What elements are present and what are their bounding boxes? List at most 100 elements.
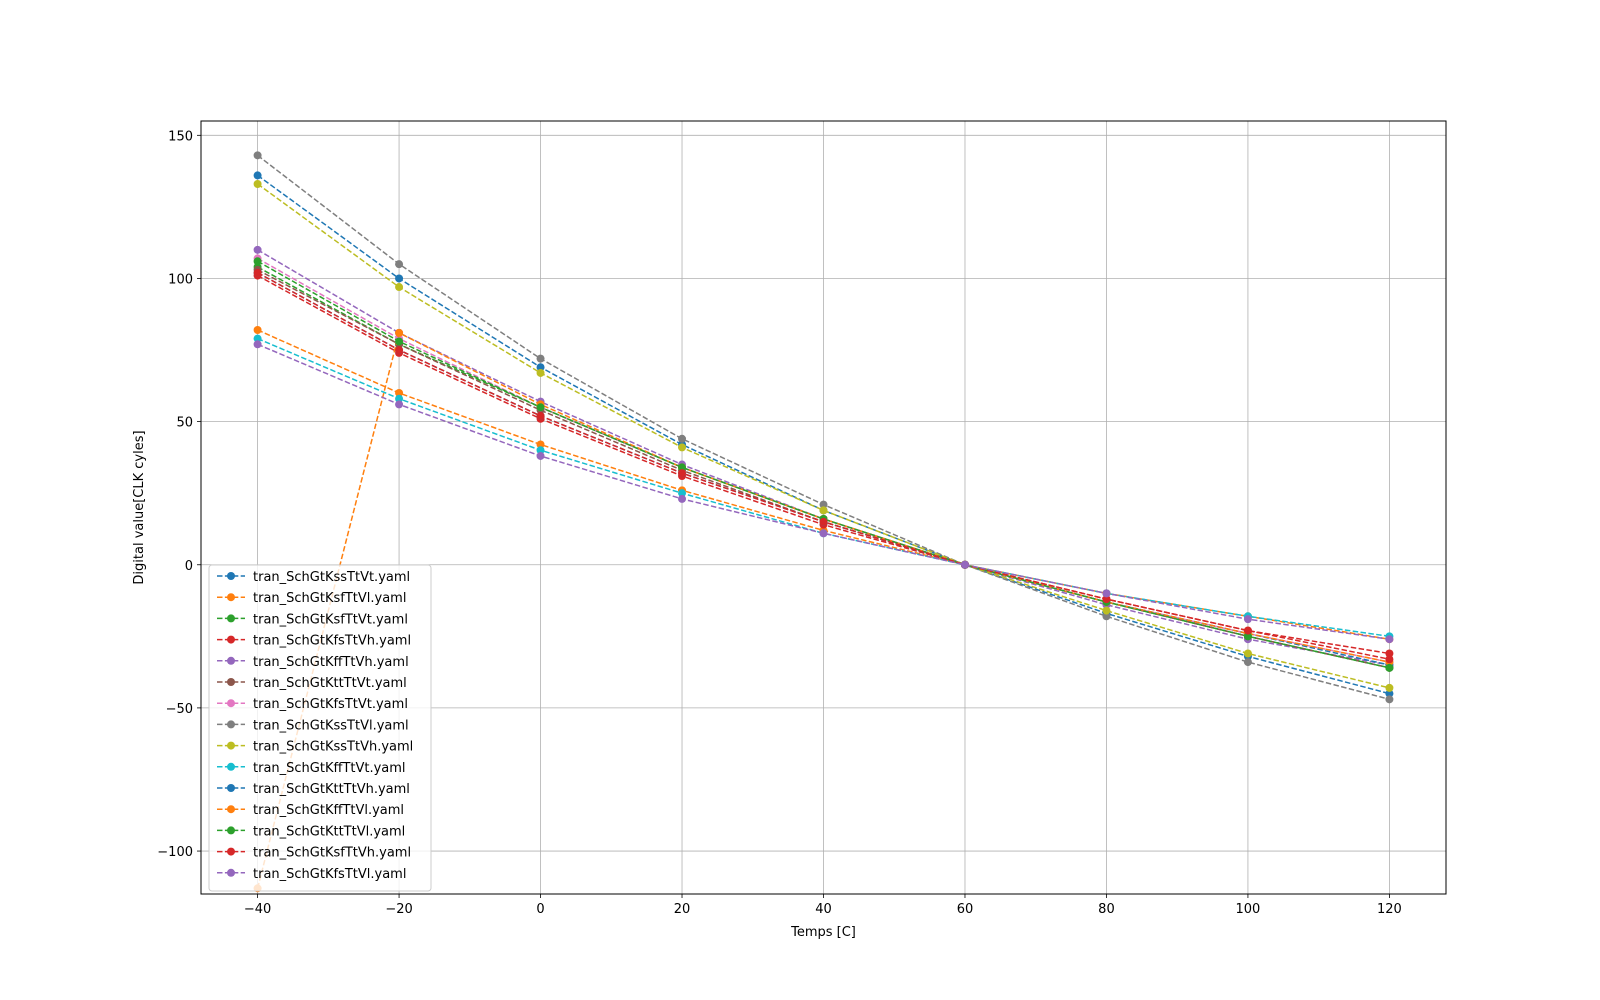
legend-item: tran_SchGtKttTtVt.yaml	[217, 676, 407, 691]
data-point	[395, 337, 404, 346]
data-point	[536, 354, 545, 363]
legend-label: tran_SchGtKssTtVl.yaml	[253, 718, 409, 733]
data-point	[1385, 689, 1394, 698]
legend-swatch-marker	[227, 847, 235, 856]
legend-item: tran_SchGtKttTtVl.yaml	[217, 824, 405, 839]
data-point	[1102, 606, 1111, 615]
data-point	[536, 451, 545, 460]
data-point	[1243, 626, 1252, 635]
legend-swatch-marker	[227, 868, 235, 877]
series-8	[253, 179, 1394, 692]
series-layer	[253, 151, 1394, 893]
legend-item: tran_SchGtKsfTtVh.yaml	[217, 846, 411, 861]
data-point	[536, 403, 545, 412]
y-tick-label: 100	[168, 272, 193, 287]
y-axis-label: Digital value[CLK cyles]	[132, 430, 147, 584]
series-7	[253, 151, 1394, 704]
legend-swatch-marker	[227, 635, 235, 644]
data-point	[678, 443, 687, 452]
data-point	[678, 494, 687, 503]
data-point	[536, 440, 545, 449]
legend-item: tran_SchGtKffTtVl.yaml	[217, 803, 404, 818]
x-tick-label: 0	[536, 902, 544, 917]
legend-label: tran_SchGtKsfTtVt.yaml	[253, 612, 408, 627]
legend-item: tran_SchGtKffTtVt.yaml	[217, 761, 406, 776]
data-point	[678, 489, 687, 498]
data-point	[819, 517, 828, 526]
data-point	[253, 257, 262, 266]
data-point	[1385, 663, 1394, 672]
legend-swatch-marker	[227, 614, 235, 623]
legend-item: tran_SchGtKffTtVh.yaml	[217, 655, 409, 670]
data-point	[253, 334, 262, 343]
data-point	[678, 469, 687, 478]
data-point	[1243, 649, 1252, 658]
x-tick-label: 40	[815, 902, 832, 917]
data-point	[253, 268, 262, 277]
data-point	[819, 500, 828, 509]
legend-swatch-marker	[227, 593, 235, 602]
legend-label: tran_SchGtKffTtVh.yaml	[253, 655, 409, 670]
legend-label: tran_SchGtKsfTtVl.yaml	[253, 591, 406, 606]
x-axis-label: Temps [C]	[790, 925, 856, 940]
data-point	[1385, 649, 1394, 658]
legend-label: tran_SchGtKfsTtVh.yaml	[253, 634, 411, 649]
series-line	[257, 183, 1390, 689]
legend-swatch-marker	[227, 656, 235, 665]
legend-box	[208, 564, 432, 892]
data-point	[395, 260, 404, 269]
legend-label: tran_SchGtKffTtVt.yaml	[253, 761, 406, 776]
legend-item: tran_SchGtKttTtVh.yaml	[217, 782, 410, 797]
legend-swatch-marker	[227, 572, 235, 580]
legend-item: tran_SchGtKssTtVt.yaml	[217, 570, 410, 585]
data-point	[960, 560, 969, 569]
legend-swatch-marker	[227, 784, 235, 792]
data-point	[536, 363, 545, 372]
data-point	[819, 506, 828, 515]
data-point	[536, 411, 545, 420]
x-tick-label: −20	[385, 902, 412, 917]
data-point	[1385, 683, 1394, 692]
data-point	[395, 274, 404, 283]
series-line	[257, 337, 1390, 638]
data-point	[253, 340, 262, 349]
data-point	[1102, 595, 1111, 604]
legend-item: tran_SchGtKssTtVl.yaml	[217, 718, 409, 733]
x-tick-label: 20	[674, 902, 691, 917]
legend-label: tran_SchGtKttTtVl.yaml	[253, 824, 405, 839]
legend-item: tran_SchGtKsfTtVl.yaml	[217, 591, 406, 606]
legend-item: tran_SchGtKfsTtVl.yaml	[217, 867, 406, 882]
data-point	[395, 388, 404, 397]
data-point	[1385, 635, 1394, 644]
ticks: −40 −20 0 20 40 60 80 100 120 −100 −50 0 50 100 150	[157, 129, 1402, 917]
y-tick-label: 50	[176, 416, 193, 431]
data-point	[253, 171, 262, 180]
legend-item: tran_SchGtKssTtVh.yaml	[217, 740, 413, 755]
data-point	[1243, 615, 1252, 624]
y-tick-label: 150	[168, 129, 193, 144]
data-point	[1385, 695, 1394, 704]
legend-swatch-marker	[227, 762, 235, 771]
data-point	[253, 325, 262, 334]
legend-label: tran_SchGtKttTtVh.yaml	[253, 782, 410, 797]
x-tick-label: −40	[244, 902, 271, 917]
legend-label: tran_SchGtKttTtVt.yaml	[253, 676, 407, 691]
data-point	[395, 394, 404, 403]
legend-swatch-marker	[227, 826, 235, 835]
legend: tran_SchGtKssTtVt.yaml tran_SchGtKsfTtVl.…	[208, 564, 432, 892]
legend-swatch-marker	[227, 699, 235, 708]
y-tick-label: 0	[185, 559, 193, 574]
data-point	[1243, 658, 1252, 667]
data-point	[253, 179, 262, 188]
data-point	[395, 283, 404, 292]
legend-label: tran_SchGtKfsTtVl.yaml	[253, 867, 406, 882]
data-point	[253, 245, 262, 254]
data-point	[536, 368, 545, 377]
legend-label: tran_SchGtKssTtVh.yaml	[253, 740, 413, 755]
legend-item: tran_SchGtKfsTtVh.yaml	[217, 634, 411, 649]
series-14	[253, 340, 1394, 644]
data-point	[395, 400, 404, 409]
series-line	[257, 260, 1390, 669]
